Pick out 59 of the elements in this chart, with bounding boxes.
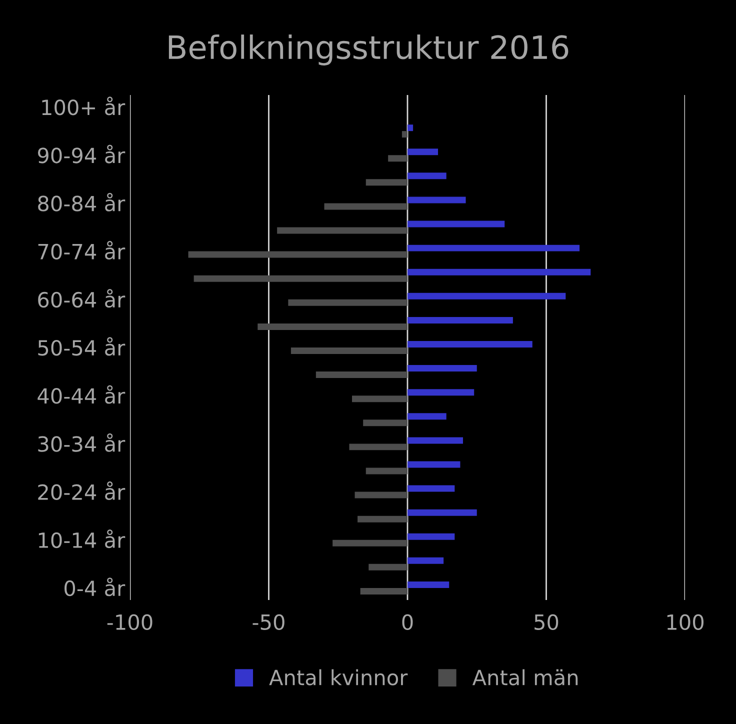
bar bbox=[258, 323, 408, 330]
chart-title: Befolkningsstruktur 2016 bbox=[168, 34, 568, 66]
bar bbox=[408, 485, 455, 492]
bar bbox=[408, 413, 446, 420]
bar bbox=[354, 492, 408, 498]
bar bbox=[408, 172, 446, 180]
bar bbox=[408, 389, 474, 396]
legend-label: Antal kvinnor bbox=[269, 669, 408, 686]
y-tick-label: 10-14 år bbox=[38, 530, 126, 548]
bar bbox=[332, 540, 408, 546]
bar bbox=[408, 124, 414, 132]
bar bbox=[288, 299, 408, 306]
bar bbox=[360, 588, 408, 594]
bar bbox=[408, 244, 580, 252]
bar bbox=[388, 155, 408, 162]
bar bbox=[408, 292, 566, 300]
bar bbox=[408, 365, 477, 372]
bar bbox=[352, 396, 408, 402]
bar bbox=[408, 461, 460, 468]
bar bbox=[408, 220, 505, 228]
bar bbox=[363, 420, 408, 426]
y-tick-label: 90-94 år bbox=[38, 144, 126, 164]
y-tick-label: 0-4 år bbox=[64, 578, 126, 596]
bar bbox=[277, 227, 408, 234]
y-tick-label: 30-34 år bbox=[38, 433, 126, 452]
bar bbox=[188, 251, 408, 258]
bar bbox=[368, 564, 408, 570]
y-tick-label: 60-64 år bbox=[38, 289, 126, 308]
bar bbox=[366, 468, 408, 474]
y-tick-label: 80-84 år bbox=[38, 192, 126, 212]
y-tick-label: 40-44 år bbox=[38, 385, 126, 404]
bar bbox=[408, 509, 477, 516]
bar bbox=[408, 437, 463, 444]
x-tick-label: 100 bbox=[667, 614, 704, 630]
bar bbox=[408, 316, 513, 324]
y-tick-label: 100+ år bbox=[42, 96, 126, 116]
bar bbox=[408, 557, 444, 564]
x-tick-label: 0 bbox=[402, 614, 413, 630]
bar bbox=[408, 148, 438, 156]
bar bbox=[290, 348, 408, 354]
bar bbox=[324, 203, 408, 210]
bar bbox=[316, 372, 408, 378]
x-tick-label: 50 bbox=[534, 614, 558, 630]
bar bbox=[408, 268, 591, 276]
y-tick-label: 50-54 år bbox=[38, 337, 126, 356]
legend-label: Antal män bbox=[472, 669, 578, 686]
bar bbox=[408, 581, 450, 588]
y-tick-label: 70-74 år bbox=[38, 240, 126, 260]
bar bbox=[194, 275, 408, 282]
bar bbox=[349, 444, 408, 450]
bar bbox=[366, 179, 408, 186]
bar bbox=[358, 516, 408, 522]
bar bbox=[408, 341, 532, 348]
x-tick-label: -100 bbox=[107, 614, 152, 630]
bar bbox=[402, 131, 408, 138]
bar bbox=[408, 533, 455, 540]
bar bbox=[408, 196, 466, 204]
x-tick-label: -50 bbox=[252, 614, 284, 630]
y-tick-label: 20-24 år bbox=[38, 481, 126, 500]
